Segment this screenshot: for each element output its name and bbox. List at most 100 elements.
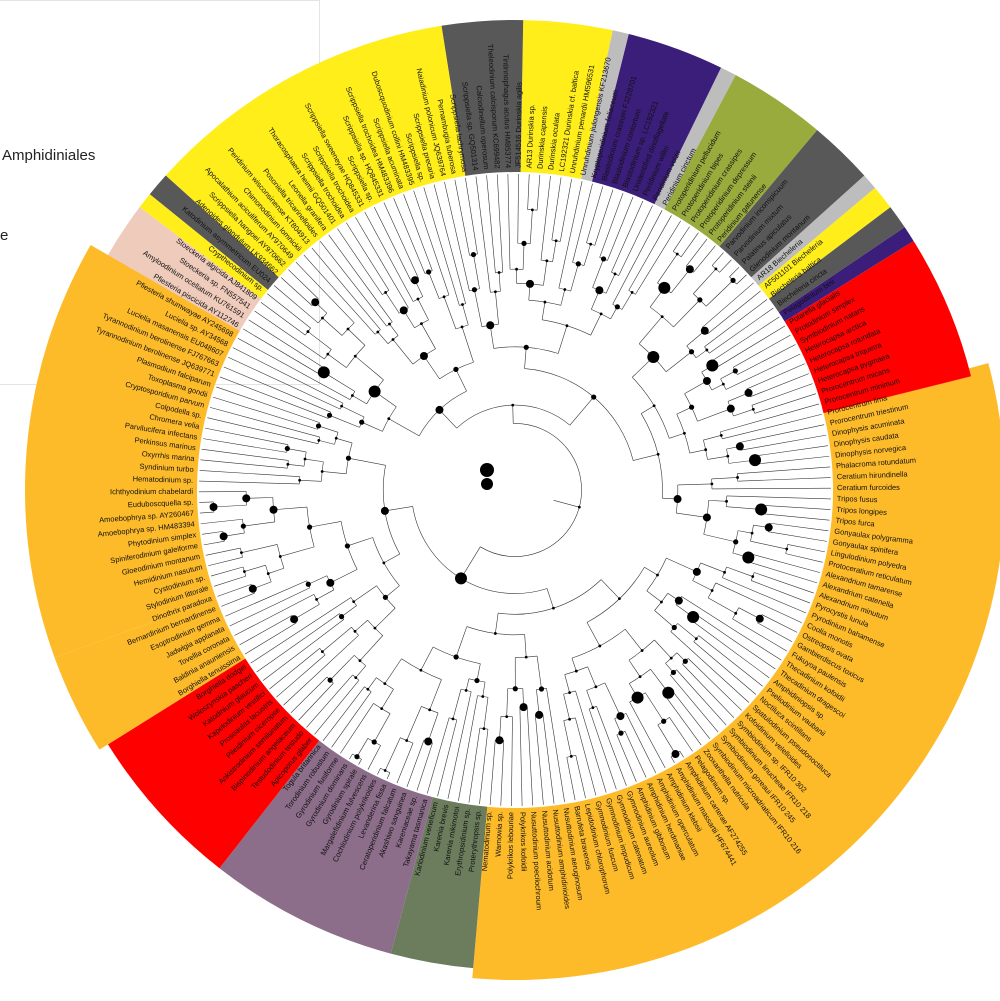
tree-branch xyxy=(605,273,616,294)
tree-branch xyxy=(223,366,331,413)
tree-branch xyxy=(787,544,825,553)
tree-branch xyxy=(751,383,813,406)
tree-branch xyxy=(423,355,440,380)
tree-branch xyxy=(698,635,763,687)
tree-node xyxy=(600,256,607,262)
tree-node xyxy=(240,551,243,555)
tree-node xyxy=(591,394,597,400)
tree-branch xyxy=(420,646,434,671)
tree-branch xyxy=(657,724,676,755)
tree-branch xyxy=(566,757,576,801)
tree-node xyxy=(785,547,789,551)
tree-node xyxy=(656,573,659,577)
tree-branch xyxy=(720,370,736,380)
tree-node xyxy=(735,442,744,451)
tree-branch xyxy=(349,753,353,760)
tree-branch xyxy=(641,405,655,414)
tip-label: Ceratium furcoides xyxy=(837,483,900,492)
tree-branch xyxy=(703,435,722,441)
tree-node xyxy=(269,505,278,514)
tree-node xyxy=(454,572,467,585)
tree-branch xyxy=(750,540,787,550)
tree-node xyxy=(512,686,518,692)
tree-node xyxy=(338,614,345,620)
tree-branch xyxy=(684,380,708,394)
tree-branch xyxy=(433,184,466,304)
tree-branch xyxy=(200,518,243,525)
tree-node xyxy=(464,689,468,692)
tree-branch xyxy=(560,289,566,306)
tree-branch xyxy=(454,179,470,256)
tree-branch xyxy=(524,347,527,369)
tip-label: Polykrikos kofoidii xyxy=(518,812,528,872)
tree-branch xyxy=(587,666,597,687)
tree-node xyxy=(751,575,755,578)
tree-node xyxy=(354,676,358,680)
tree-branch xyxy=(511,716,513,806)
tree-branch xyxy=(287,464,305,467)
tree-node xyxy=(453,654,459,660)
tree-branch xyxy=(242,328,322,376)
tree-branch xyxy=(687,658,742,711)
tree-branch xyxy=(199,470,300,477)
tree-node xyxy=(726,404,735,413)
tree-node xyxy=(515,267,518,271)
tree-branch xyxy=(210,566,244,577)
tree-branch xyxy=(416,742,433,791)
tree-branch xyxy=(760,513,830,521)
tree-branch xyxy=(736,274,747,285)
tree-branch xyxy=(373,206,412,283)
tree-branch xyxy=(719,259,732,273)
clade-band-indigo xyxy=(778,227,914,322)
tree-node xyxy=(399,306,408,315)
tree-branch xyxy=(486,175,496,273)
tree-branch xyxy=(299,479,322,482)
clade-band-orange xyxy=(472,363,1000,980)
tree-branch xyxy=(455,626,468,658)
tree-branch xyxy=(714,325,786,370)
tree-branch xyxy=(461,326,474,363)
tree-branch xyxy=(495,291,499,325)
tip-label: Hematodinium sp. xyxy=(133,474,194,485)
tree-branch xyxy=(541,302,546,320)
tree-branch xyxy=(429,679,442,710)
tree-branch xyxy=(749,553,821,573)
tree-node xyxy=(671,624,677,631)
tree-node xyxy=(744,388,753,397)
tree-branch xyxy=(761,614,798,633)
tree-branch xyxy=(213,575,246,587)
tree-branch xyxy=(412,506,548,594)
tree-node xyxy=(569,754,573,758)
tree-branch xyxy=(207,417,319,444)
tree-branch xyxy=(747,561,818,584)
tree-node xyxy=(545,259,549,263)
tree-branch xyxy=(644,566,658,576)
tree-branch xyxy=(202,531,223,535)
tree-branch xyxy=(444,181,470,291)
tree-branch xyxy=(527,174,530,210)
tree-node xyxy=(630,290,634,294)
tree-branch xyxy=(692,580,713,591)
tree-node xyxy=(388,322,391,326)
tree-branch xyxy=(341,605,357,617)
tree-branch xyxy=(389,323,399,336)
tree-branch xyxy=(374,607,396,629)
tree-branch xyxy=(283,635,359,706)
tree-branch xyxy=(680,232,699,257)
tree-node xyxy=(424,737,433,746)
tree-branch xyxy=(750,373,809,398)
tree-branch xyxy=(250,597,352,664)
tree-node xyxy=(321,316,324,320)
tree-branch xyxy=(676,512,707,518)
clade-band-light_gray xyxy=(751,175,876,286)
tree-node xyxy=(315,423,322,429)
tree-branch xyxy=(475,176,491,293)
tree-branch xyxy=(726,566,753,577)
tree-branch xyxy=(232,347,344,404)
tree-node xyxy=(317,438,321,442)
tree-branch xyxy=(624,629,643,651)
tree-branch xyxy=(340,703,374,754)
tree-node xyxy=(428,708,432,712)
tree-node xyxy=(486,321,495,330)
tree-node xyxy=(495,736,504,745)
